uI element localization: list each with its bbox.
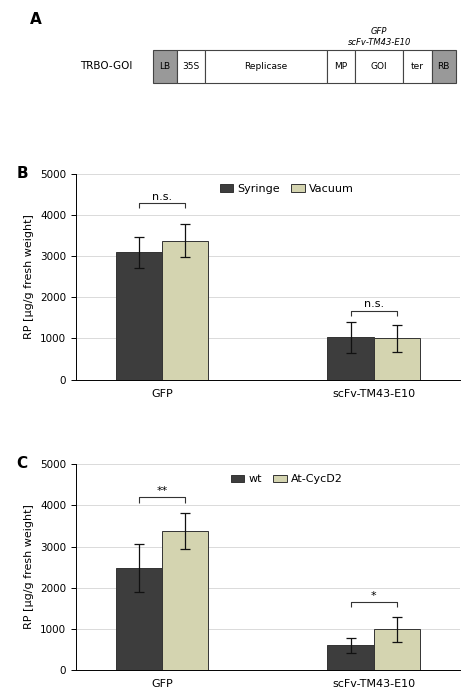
Bar [177,50,205,83]
Bar [205,50,327,83]
Bar [328,645,374,670]
Bar [116,252,162,380]
Text: TRBO-GOI: TRBO-GOI [80,62,132,71]
Bar [403,50,432,83]
Bar [162,531,208,670]
Text: n.s.: n.s. [152,192,172,202]
Bar [374,339,420,380]
Text: GOI: GOI [371,62,387,71]
Bar [328,337,374,380]
Text: *: * [371,591,376,601]
Bar [355,50,403,83]
Text: B: B [16,166,28,181]
Text: GFP
scFv-TM43-E10: GFP scFv-TM43-E10 [347,27,411,46]
Text: ter: ter [411,62,424,71]
Text: Replicase: Replicase [244,62,288,71]
Text: LB: LB [159,62,170,71]
Bar [327,50,355,83]
Bar [116,568,162,670]
Text: 35S: 35S [182,62,200,71]
Text: RB: RB [438,62,450,71]
Y-axis label: RP [μg/g fresh weight]: RP [μg/g fresh weight] [25,505,35,629]
Y-axis label: RP [μg/g fresh weight]: RP [μg/g fresh weight] [25,214,35,339]
Bar [432,50,456,83]
Bar [162,241,208,380]
Text: n.s.: n.s. [364,299,384,310]
Text: C: C [16,456,27,471]
Text: A: A [30,12,42,27]
Bar [153,50,177,83]
Text: **: ** [156,486,167,496]
Text: MP: MP [334,62,347,71]
Legend: wt, At-CycD2: wt, At-CycD2 [227,470,347,489]
Legend: Syringe, Vacuum: Syringe, Vacuum [216,180,358,198]
Bar [374,629,420,670]
